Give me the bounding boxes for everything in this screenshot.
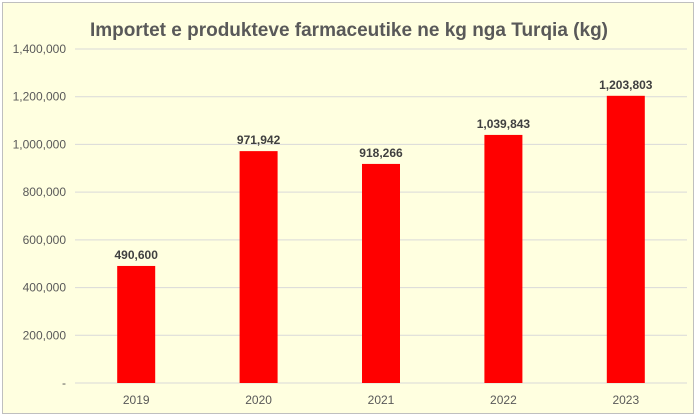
y-tick-label: - (62, 376, 66, 390)
x-tick-label: 2023 (612, 393, 639, 407)
bar (362, 163, 400, 383)
data-labels: 490,600 971,942 918,266 1,039,843 1,203,803 (115, 78, 653, 262)
x-tick-label: 2022 (490, 393, 517, 407)
y-tick-label: 600,000 (23, 233, 67, 247)
data-label: 971,942 (237, 133, 281, 147)
data-label: 1,039,843 (477, 117, 531, 131)
y-tick-label: 1,400,000 (13, 42, 67, 56)
bars (117, 95, 645, 383)
data-label: 490,600 (115, 248, 159, 262)
bar (484, 134, 523, 383)
y-tick-label: 1,200,000 (13, 90, 67, 104)
bar-chart: Importet e produkteve farmaceutike ne kg… (13, 20, 687, 407)
y-tick-label: 1,000,000 (13, 137, 67, 151)
x-axis-ticks: 2019 2020 2021 2022 2023 (123, 393, 640, 407)
y-tick-label: 400,000 (23, 281, 67, 295)
data-label: 918,266 (359, 146, 403, 160)
y-tick-label: 800,000 (23, 185, 67, 199)
y-tick-label: 200,000 (23, 328, 67, 342)
bar (606, 95, 645, 383)
chart-title: Importet e produkteve farmaceutike ne kg… (90, 20, 608, 41)
x-tick-label: 2019 (123, 393, 150, 407)
y-axis-ticks: - 200,000 400,000 600,000 800,000 1,000,000 1,… (13, 42, 67, 390)
bar (117, 265, 156, 383)
bar (239, 151, 278, 383)
x-tick-label: 2020 (245, 393, 272, 407)
data-label: 1,203,803 (599, 78, 653, 92)
chart-frame: Importet e produkteve farmaceutike ne kg… (2, 2, 694, 414)
x-tick-label: 2021 (368, 393, 395, 407)
